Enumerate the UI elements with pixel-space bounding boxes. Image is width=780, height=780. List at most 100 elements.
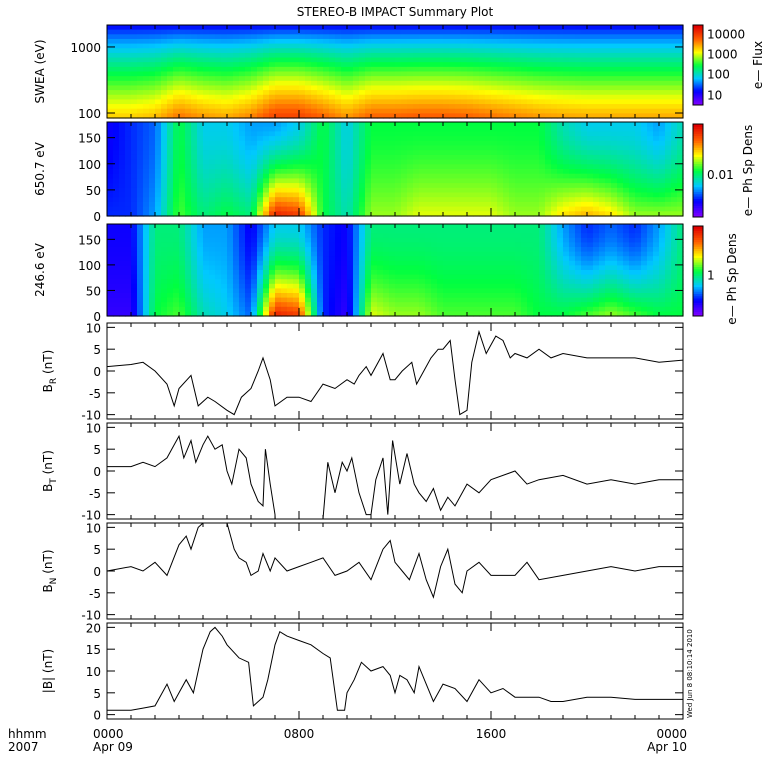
heatmap-cell xyxy=(125,251,132,257)
heatmap-cell xyxy=(407,122,414,128)
heatmap-cell xyxy=(335,247,342,253)
heatmap-cell xyxy=(149,288,156,294)
heatmap-cell xyxy=(323,173,330,179)
heatmap-cell xyxy=(173,52,180,59)
heatmap-cell xyxy=(383,145,390,151)
heatmap-cell xyxy=(317,293,324,299)
heatmap-cell xyxy=(509,187,516,194)
heatmap-cell xyxy=(317,43,324,49)
heatmap-cell xyxy=(503,38,510,45)
heatmap-cell xyxy=(359,206,366,212)
heatmap-cell xyxy=(269,131,276,137)
heatmap-cell xyxy=(155,126,162,132)
heatmap-cell xyxy=(461,206,468,212)
heatmap-cell xyxy=(203,43,210,49)
heatmap-cell xyxy=(587,154,594,161)
heatmap-cell xyxy=(245,283,252,289)
heatmap-cell xyxy=(323,169,330,175)
heatmap-cell xyxy=(191,25,198,31)
heatmap-cell xyxy=(389,99,396,105)
heatmap-cell xyxy=(113,66,120,73)
heatmap-cell xyxy=(329,164,336,170)
heatmap-cell xyxy=(185,52,192,59)
heatmap-cell xyxy=(125,145,132,151)
heatmap-cell xyxy=(533,85,540,91)
heatmap-cell xyxy=(329,145,336,151)
heatmap-cell xyxy=(149,108,156,114)
heatmap-cell xyxy=(437,29,444,35)
heatmap-cell xyxy=(125,206,132,212)
heatmap-cell xyxy=(233,71,240,77)
heatmap-cell xyxy=(515,145,522,151)
heatmap-cell xyxy=(557,169,564,175)
heatmap-cell xyxy=(395,140,402,147)
heatmap-cell xyxy=(539,108,546,114)
heatmap-cell xyxy=(605,85,612,91)
heatmap-cell xyxy=(185,164,192,170)
heatmap-cell xyxy=(491,48,498,54)
heatmap-cell xyxy=(299,302,306,308)
heatmap-cell xyxy=(641,131,648,137)
heatmap-cell xyxy=(149,197,156,203)
heatmap-cell xyxy=(335,126,342,132)
heatmap-cell xyxy=(335,80,342,87)
heatmap-cell xyxy=(149,183,156,189)
heatmap-cell xyxy=(107,274,114,280)
heatmap-cell xyxy=(155,256,162,262)
heatmap-cell xyxy=(305,108,312,114)
colorbar-segment xyxy=(693,31,703,34)
heatmap-cell xyxy=(467,192,474,198)
heatmap-cell xyxy=(575,126,582,132)
heatmap-cell xyxy=(353,206,360,212)
heatmap-cell xyxy=(503,164,510,170)
heatmap-cell xyxy=(545,140,552,147)
heatmap-cell xyxy=(221,136,228,142)
heatmap-cell xyxy=(221,302,228,308)
heatmap-cell xyxy=(431,38,438,45)
heatmap-cell xyxy=(131,233,138,239)
heatmap-cell xyxy=(455,104,462,110)
heatmap-cell xyxy=(443,66,450,73)
heatmap-cell xyxy=(251,159,258,165)
heatmap-cell xyxy=(347,237,354,243)
heatmap-cell xyxy=(377,126,384,132)
heatmap-cell xyxy=(671,80,678,87)
heatmap-cell xyxy=(467,66,474,73)
heatmap-cell xyxy=(269,173,276,179)
heatmap-cell xyxy=(305,201,312,208)
heatmap-cell xyxy=(125,48,132,54)
heatmap-cell xyxy=(107,104,114,110)
heatmap-cell xyxy=(575,25,582,31)
heatmap-cell xyxy=(179,122,186,128)
heatmap-cell xyxy=(569,145,576,151)
heatmap-cell xyxy=(119,66,126,73)
heatmap-cell xyxy=(515,159,522,165)
heatmap-cell xyxy=(239,270,246,276)
heatmap-cell xyxy=(467,80,474,87)
heatmap-cell xyxy=(179,173,186,179)
heatmap-cell xyxy=(581,169,588,175)
heatmap-cell xyxy=(647,34,654,40)
heatmap-cell xyxy=(209,169,216,175)
heatmap-cell xyxy=(233,251,240,257)
heatmap-cell xyxy=(671,113,678,119)
heatmap-cell xyxy=(113,29,120,35)
heatmap-cell xyxy=(275,247,282,253)
heatmap-cell xyxy=(569,90,576,96)
heatmap-cell xyxy=(395,211,402,217)
heatmap-cell xyxy=(173,164,180,170)
heatmap-cell xyxy=(671,38,678,45)
heatmap-cell xyxy=(593,140,600,147)
heatmap-cell xyxy=(173,140,180,147)
heatmap-cell xyxy=(605,145,612,151)
heatmap-cell xyxy=(635,192,642,198)
heatmap-cell xyxy=(215,66,222,73)
heatmap-cell xyxy=(587,34,594,40)
heatmap-cell xyxy=(275,293,282,299)
heatmap-cell xyxy=(641,94,648,100)
heatmap-cell xyxy=(371,154,378,161)
heatmap-cell xyxy=(269,113,276,119)
heatmap-cell xyxy=(581,66,588,73)
heatmap-cell xyxy=(341,279,348,285)
heatmap-cell xyxy=(299,260,306,266)
